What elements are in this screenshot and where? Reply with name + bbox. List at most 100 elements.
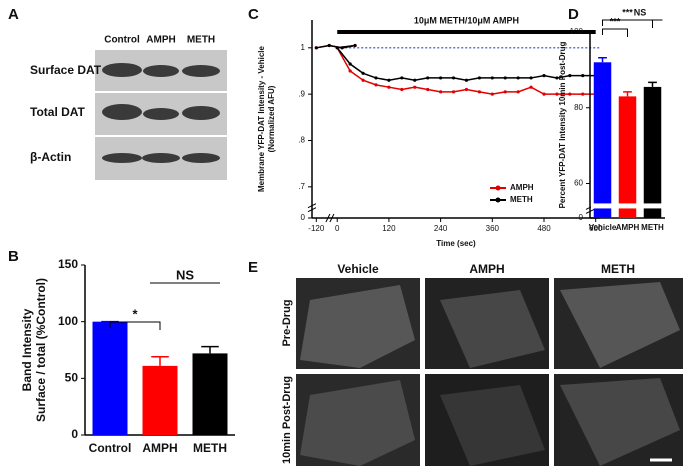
error-bar [151,356,169,366]
x-tick-label: METH [193,441,227,455]
significance-label: *** [610,16,621,26]
y-tick-label: .8 [298,136,305,145]
blot-column-label: AMPH [146,35,175,46]
data-point [387,78,391,82]
panel-letter: A [8,6,19,23]
bar [643,86,662,219]
significance-bracket [109,321,161,330]
bar [192,353,228,435]
x-tick-label: 480 [537,224,551,233]
y-axis-label: Percent YFP-DAT Intensity 10min Post-Dru… [558,41,567,208]
y-tick-label: .9 [298,89,305,98]
data-point [490,76,494,80]
data-point [374,76,378,80]
x-tick-label: Control [89,441,132,455]
y-tick-label: 1 [301,43,306,52]
data-point [503,90,507,94]
data-point [542,92,546,96]
data-point [353,43,357,48]
data-point [413,78,417,82]
bar [593,62,612,219]
data-point [516,90,520,94]
error-bar [623,91,632,97]
y-tick-label: 0 [71,427,78,441]
micrograph-column-label: Vehicle [337,262,379,276]
legend-marker [495,185,501,191]
data-point [490,92,494,96]
x-tick-label: AMPH [616,223,640,232]
data-point [361,78,365,82]
y-tick-label: 100 [58,314,78,328]
data-point [400,87,404,92]
data-point [335,46,339,50]
y-axis-label: Membrane YFP-DAT Intensity - Vehicle [257,45,266,192]
x-tick-label: Vehicle [589,223,617,232]
panel-letter: E [248,259,258,276]
data-point [374,83,378,87]
data-point [477,76,481,80]
blot-column-label: METH [187,35,215,46]
legend-label: AMPH [510,183,534,192]
error-bar [598,57,607,63]
data-point [503,76,507,80]
bar [618,96,637,218]
x-tick-label: 600 [589,224,603,233]
data-point [542,74,546,78]
micrograph-column-label: AMPH [469,262,504,276]
bar [92,321,128,435]
data-point [400,76,404,80]
blot-row-label: Surface DAT [30,63,102,77]
blot-row-label: β-Actin [30,150,71,164]
data-point [314,46,318,50]
micrograph-row-label: 10min Post-Drug [281,376,293,464]
data-point [451,76,456,80]
bar [142,365,178,435]
micrograph-column-label: METH [601,262,635,276]
micrograph-row-label: Pre-Drug [281,299,293,346]
x-tick-label: METH [641,223,664,232]
significance-label: NS [634,7,647,17]
y-tick-label: 80 [574,103,583,112]
y-tick-label: 0 [301,213,306,222]
blot-row-label: Total DAT [30,105,86,119]
data-point [529,85,533,89]
y-tick-label: 100 [570,27,584,36]
data-point [464,78,469,82]
data-point [568,92,572,96]
data-point [361,71,365,75]
significance-label: * [132,306,138,321]
data-point [439,90,443,94]
x-tick-label: -120 [308,224,325,233]
x-tick-label: 240 [434,224,448,233]
x-tick-label: 360 [486,224,500,233]
data-point [426,76,430,80]
y-axis-label: (Normalized AFU) [267,85,276,152]
x-tick-label: AMPH [142,441,177,455]
y-axis-label: Band Intensity [20,308,34,391]
data-point [348,69,352,73]
data-point [464,87,469,92]
panel-letter: C [248,6,259,23]
y-tick-label: 50 [65,371,79,385]
series-line [316,44,596,82]
data-point [413,85,417,89]
legend-label: METH [510,195,533,204]
y-tick-label: .7 [298,182,305,191]
data-point [348,62,352,66]
error-bar [201,345,219,354]
axis-break [307,203,317,213]
data-point [568,74,572,78]
data-point [516,76,520,80]
blot-bands [102,63,220,163]
data-point [340,46,344,50]
y-tick-label: 0 [579,213,584,222]
significance-bracket [602,28,628,37]
axis-break [325,213,335,223]
data-point [426,87,430,92]
y-axis-label: Surface / total (%Control) [34,278,48,422]
treatment-label: 10μM METH/10μM AMPH [414,15,519,25]
data-point [555,92,559,96]
data-point [451,90,456,94]
data-point [581,74,585,78]
